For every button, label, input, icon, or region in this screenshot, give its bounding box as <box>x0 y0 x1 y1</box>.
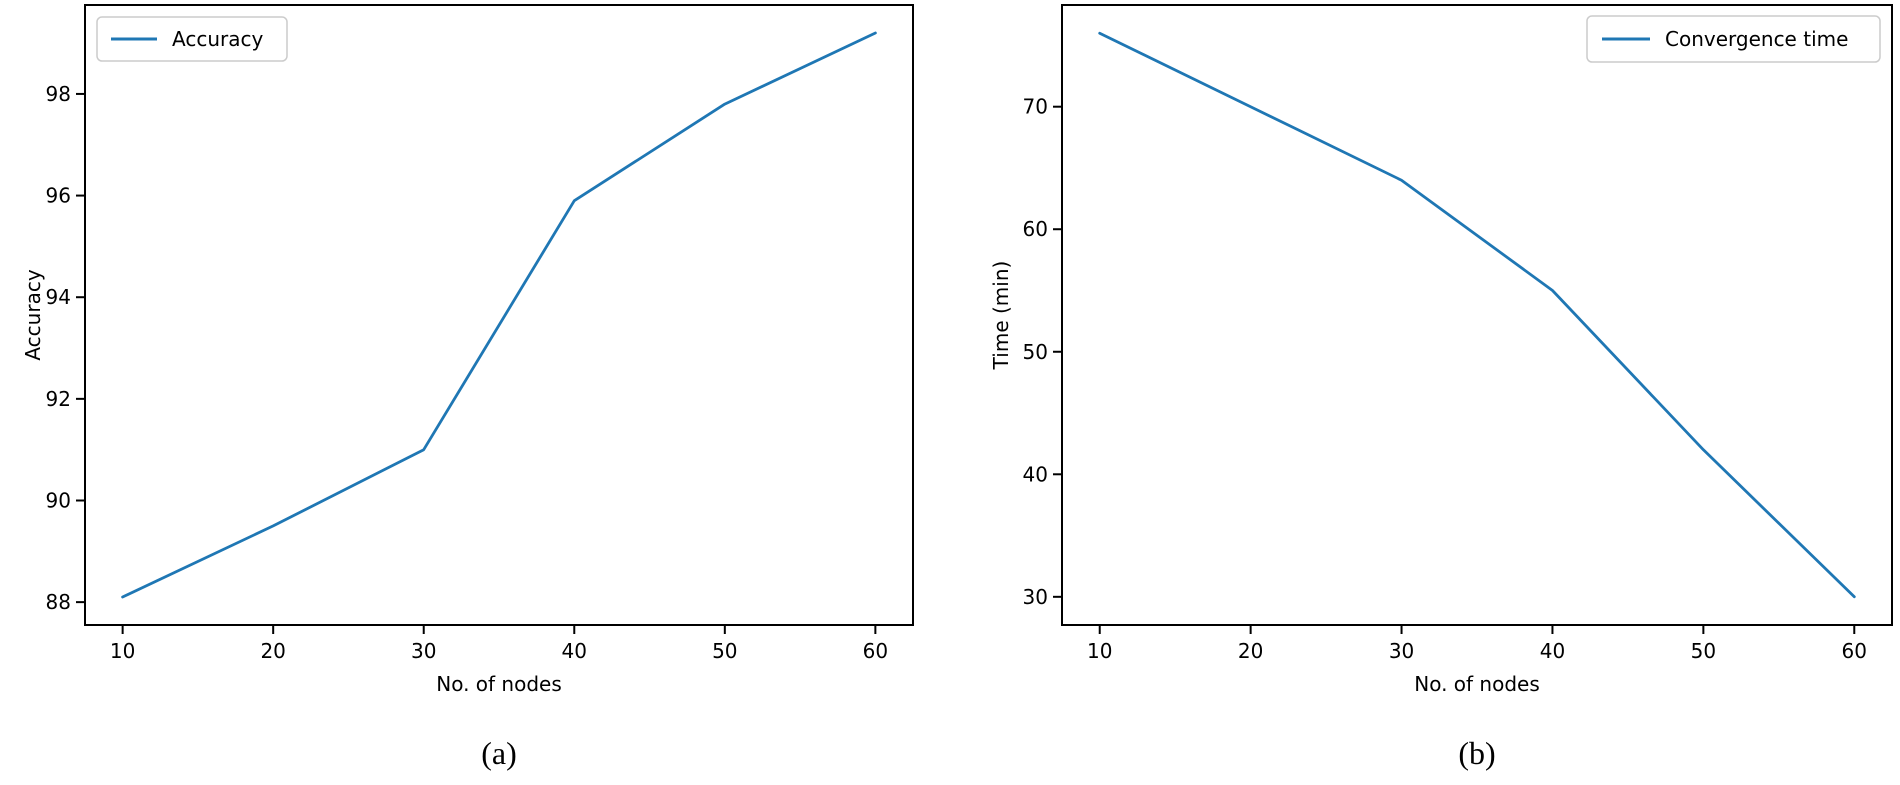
y-tick-label: 94 <box>46 285 71 309</box>
y-tick-label: 30 <box>1023 585 1048 609</box>
y-axis-label: Time (min) <box>989 261 1013 371</box>
caption-a: (a) <box>481 735 517 771</box>
x-tick-label: 50 <box>1691 639 1716 663</box>
legend-box <box>1586 15 1881 63</box>
accuracy-chart: 10 20 30 40 50 60 88 90 92 94 96 98 No. of nodes Accu… <box>21 4 914 696</box>
x-tick-label: 20 <box>1238 639 1263 663</box>
x-tick-label: 50 <box>712 639 737 663</box>
x-tick-label: 30 <box>1389 639 1414 663</box>
y-tick-label: 90 <box>46 488 71 512</box>
convergence-time-chart: 10 20 30 40 50 60 30 40 50 60 70 No. of nodes Time (… <box>989 4 1893 696</box>
x-tick-label: 10 <box>110 639 135 663</box>
y-tick-label: 88 <box>46 590 71 614</box>
x-tick-label: 40 <box>1540 639 1565 663</box>
plot-border <box>1061 4 1893 626</box>
x-tick-label: 40 <box>562 639 587 663</box>
y-tick-label: 60 <box>1023 217 1048 241</box>
y-tick-label: 40 <box>1023 462 1048 486</box>
legend-box <box>96 16 288 62</box>
plot-border <box>84 4 914 626</box>
x-tick-label: 60 <box>1842 639 1867 663</box>
y-tick-label: 50 <box>1023 340 1048 364</box>
x-axis-label: No. of nodes <box>436 672 562 696</box>
caption-b: (b) <box>1458 735 1496 771</box>
x-tick-label: 60 <box>863 639 888 663</box>
y-tick-label: 92 <box>46 387 71 411</box>
y-tick-label: 96 <box>46 184 71 208</box>
chart-b-panel: 10 20 30 40 50 60 30 40 50 60 70 No. of nodes Time (… <box>950 0 1900 700</box>
x-tick-label: 30 <box>411 639 436 663</box>
y-tick-label: 98 <box>46 82 71 106</box>
legend-label: Convergence time <box>1665 27 1848 51</box>
legend-label: Accuracy <box>172 27 263 51</box>
x-axis-label: No. of nodes <box>1414 672 1540 696</box>
legend: Accuracy <box>96 16 288 62</box>
y-axis-label: Accuracy <box>21 269 45 360</box>
y-tick-label: 70 <box>1023 95 1048 119</box>
x-tick-label: 20 <box>260 639 285 663</box>
convergence-time-line <box>1098 31 1856 599</box>
chart-a-panel: 10 20 30 40 50 60 88 90 92 94 96 98 No. of nodes Accu… <box>0 0 950 700</box>
legend: Convergence time <box>1586 15 1881 63</box>
accuracy-line <box>121 31 877 599</box>
x-tick-label: 10 <box>1087 639 1112 663</box>
